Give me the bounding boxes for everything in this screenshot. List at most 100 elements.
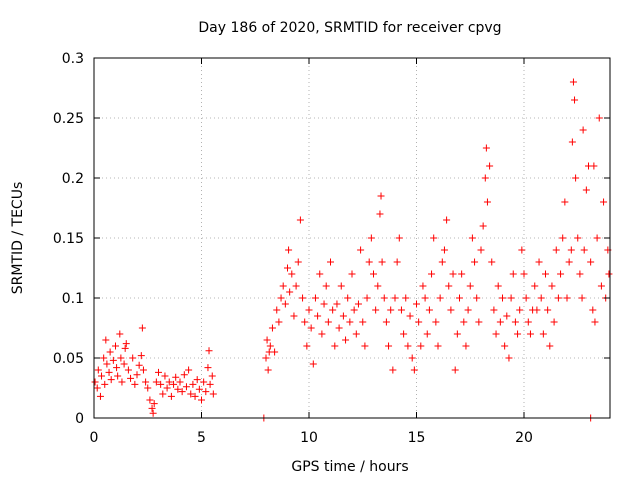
data-point bbox=[100, 354, 108, 362]
data-point bbox=[432, 318, 440, 326]
y-tick-label: 0.25 bbox=[53, 111, 84, 127]
data-point bbox=[352, 330, 360, 338]
data-point bbox=[518, 246, 526, 254]
data-point bbox=[93, 384, 101, 392]
data-point bbox=[133, 371, 141, 379]
data-point bbox=[324, 318, 332, 326]
data-point bbox=[378, 258, 386, 266]
data-point bbox=[316, 270, 324, 278]
y-axis-label: SRMTID / TECUs bbox=[10, 182, 26, 295]
data-point bbox=[172, 373, 180, 381]
data-point bbox=[567, 246, 575, 254]
data-point bbox=[167, 392, 175, 400]
data-point bbox=[152, 378, 160, 386]
data-point bbox=[268, 324, 276, 332]
data-point bbox=[482, 144, 490, 152]
data-points bbox=[91, 78, 613, 422]
data-point bbox=[150, 400, 158, 408]
data-point bbox=[591, 318, 599, 326]
data-point bbox=[96, 392, 104, 400]
data-point bbox=[311, 294, 319, 302]
data-point bbox=[357, 246, 365, 254]
data-point bbox=[142, 378, 150, 386]
data-point bbox=[516, 306, 524, 314]
data-point bbox=[389, 366, 397, 374]
data-point bbox=[359, 318, 367, 326]
data-point bbox=[144, 384, 152, 392]
data-point bbox=[155, 368, 162, 376]
data-point bbox=[582, 186, 590, 194]
y-tick-label: 0.1 bbox=[62, 291, 84, 307]
data-point bbox=[121, 344, 129, 352]
data-point bbox=[376, 210, 384, 218]
x-tick-label: 15 bbox=[408, 430, 426, 446]
data-point bbox=[206, 380, 214, 388]
data-point bbox=[105, 368, 113, 376]
data-point bbox=[277, 294, 285, 302]
data-point bbox=[107, 376, 115, 384]
data-point bbox=[374, 282, 382, 290]
data-point bbox=[377, 192, 385, 200]
data-point bbox=[139, 366, 147, 374]
data-point bbox=[335, 324, 343, 332]
y-tick-label: 0.15 bbox=[53, 231, 84, 247]
data-point bbox=[473, 294, 481, 302]
data-point bbox=[149, 409, 157, 417]
data-point bbox=[339, 312, 347, 320]
data-point bbox=[406, 312, 414, 320]
data-point bbox=[413, 300, 420, 308]
data-point bbox=[417, 342, 425, 350]
data-point bbox=[200, 378, 208, 386]
data-point bbox=[350, 306, 358, 314]
data-point bbox=[299, 294, 307, 302]
data-point bbox=[419, 282, 427, 290]
data-point bbox=[333, 300, 341, 308]
data-point bbox=[531, 282, 539, 290]
data-point bbox=[477, 246, 485, 254]
data-point bbox=[443, 216, 451, 224]
data-point bbox=[161, 372, 169, 380]
data-point bbox=[112, 342, 119, 350]
data-point bbox=[587, 258, 595, 266]
axis-ticks: 0 5 10 15 20 0 0.05 0.1 0.15 0.2 0.25 0.3 bbox=[53, 51, 610, 446]
data-point bbox=[404, 342, 412, 350]
data-point bbox=[526, 330, 534, 338]
data-point bbox=[292, 282, 300, 290]
data-point bbox=[322, 282, 330, 290]
data-point bbox=[327, 258, 334, 266]
data-point bbox=[501, 342, 509, 350]
data-point bbox=[481, 174, 489, 182]
data-point bbox=[451, 366, 459, 374]
data-point bbox=[505, 354, 513, 362]
data-point bbox=[509, 270, 517, 278]
data-point bbox=[102, 336, 110, 344]
data-point bbox=[548, 282, 556, 290]
data-point bbox=[561, 198, 569, 206]
data-point bbox=[458, 270, 466, 278]
data-point bbox=[496, 318, 504, 326]
data-point bbox=[385, 342, 393, 350]
data-point bbox=[574, 234, 582, 242]
data-point bbox=[294, 258, 302, 266]
data-point bbox=[363, 294, 371, 302]
data-point bbox=[475, 318, 483, 326]
data-point bbox=[163, 384, 171, 392]
data-point bbox=[468, 234, 476, 242]
data-point bbox=[116, 330, 124, 338]
data-point bbox=[271, 348, 279, 356]
data-point bbox=[178, 388, 186, 396]
data-point bbox=[176, 378, 184, 386]
data-point bbox=[146, 396, 154, 404]
data-point bbox=[318, 330, 326, 338]
data-point bbox=[589, 306, 597, 314]
data-point bbox=[421, 294, 429, 302]
data-point bbox=[483, 198, 491, 206]
data-point bbox=[290, 312, 298, 320]
data-point bbox=[307, 324, 315, 332]
data-point bbox=[542, 270, 549, 278]
data-point bbox=[537, 294, 545, 302]
data-point bbox=[595, 114, 603, 122]
data-point bbox=[492, 330, 500, 338]
data-point bbox=[393, 258, 401, 266]
